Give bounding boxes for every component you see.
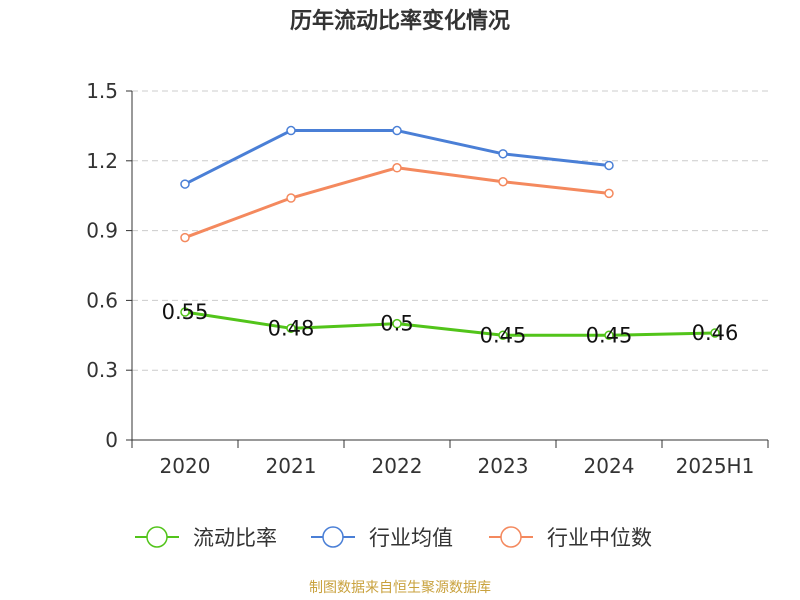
series <box>180 125 720 341</box>
source-note: 制图数据来自恒生聚源数据库 <box>309 580 491 596</box>
data-point <box>180 179 190 189</box>
x-tick-label: 2021 <box>266 454 317 478</box>
data-label: 0.45 <box>586 323 633 347</box>
data-label: 0.45 <box>480 323 527 347</box>
data-point <box>180 307 190 317</box>
data-point <box>286 323 296 334</box>
data-point <box>604 330 614 341</box>
data-label: 0.5 <box>380 312 413 336</box>
legend-marker <box>146 526 168 548</box>
data-point <box>180 232 190 243</box>
legend-label: 行业中位数 <box>547 526 652 550</box>
x-tick-label: 2025H1 <box>676 454 755 478</box>
x-tick-label: 2023 <box>478 454 529 478</box>
legend-label: 流动比率 <box>193 526 277 550</box>
legend[interactable]: 流动比率 行业均值 行业中位数 <box>135 526 652 550</box>
legend-item[interactable]: 行业中位数 <box>489 526 652 550</box>
data-point <box>498 149 508 159</box>
data-point <box>498 176 508 187</box>
y-tick-label: 0.3 <box>86 358 118 382</box>
x-tick-label: 2022 <box>372 454 423 478</box>
y-tick-label: 0.9 <box>86 219 118 243</box>
series-line <box>184 129 610 186</box>
data-point <box>392 318 402 329</box>
series-line <box>184 166 610 239</box>
chart-title: 历年流动比率变化情况 <box>289 9 510 34</box>
data-point <box>392 125 402 136</box>
legend-item[interactable]: 流动比率 <box>135 526 277 550</box>
grid-lines <box>132 90 768 371</box>
data-label: 0.55 <box>162 300 209 324</box>
data-label: 0.46 <box>692 321 739 345</box>
axes: 0 0.3 0.6 0.9 1.2 1.5 2020 2021 2022 2023 2024 2025… <box>86 79 769 478</box>
legend-item[interactable]: 行业均值 <box>311 526 453 550</box>
legend-marker <box>500 526 522 548</box>
data-point <box>392 163 402 173</box>
data-point <box>286 193 296 203</box>
data-point <box>498 330 508 341</box>
data-label: 0.48 <box>268 316 315 340</box>
y-tick-label: 0.6 <box>86 288 118 312</box>
data-point <box>604 160 614 171</box>
data-point <box>710 328 720 338</box>
x-tick-label: 2020 <box>160 454 211 478</box>
data-point <box>604 188 614 199</box>
y-tick-label: 0 <box>105 428 118 452</box>
series-line <box>184 310 716 337</box>
y-tick-label: 1.2 <box>86 149 118 173</box>
x-tick-label: 2024 <box>584 454 635 478</box>
y-tick-label: 1.5 <box>86 79 118 103</box>
legend-label: 行业均值 <box>369 526 453 550</box>
data-labels: 0.55 0.48 0.5 0.45 0.45 0.46 <box>162 300 739 347</box>
data-point <box>286 125 296 136</box>
legend-marker <box>322 526 344 548</box>
